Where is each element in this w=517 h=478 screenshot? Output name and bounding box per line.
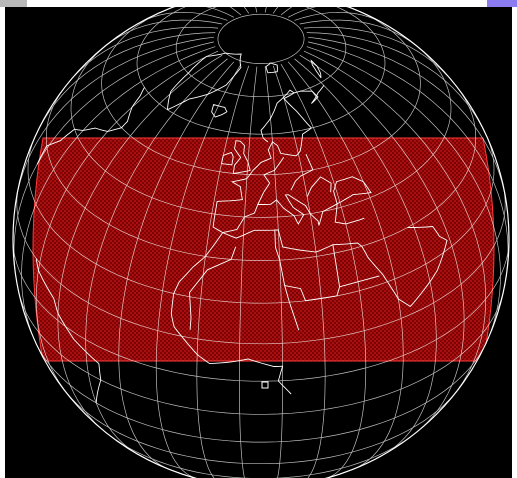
graticule-parallel [136,7,386,135]
graticule-parallel [175,7,347,98]
graticule-meridian [306,32,484,129]
graticule-meridian [155,64,242,478]
graticule-meridian [196,65,250,478]
graticule-meridian [294,11,383,24]
graticule-meridian [303,26,448,76]
border-segment [274,230,300,331]
graticule-meridian [173,7,235,18]
graticule-parallel [66,392,455,465]
globe-outline [12,7,510,478]
graticule-meridian [248,7,258,13]
border-segment [257,156,285,205]
coastline-segment [310,59,322,79]
graticule-meridian [139,11,228,24]
graticule-parallel [13,241,509,382]
graticule-meridian [57,54,223,429]
coastline-segment [232,140,251,174]
coastline-segment [212,89,313,233]
graticule-parallel [109,434,411,478]
graticule-meridian [280,7,322,16]
graticule-meridian [306,46,501,344]
graticule-meridian [272,65,326,478]
coastline-segment [221,151,234,166]
graticule-meridian [118,61,235,468]
graticule-meridian [239,66,258,478]
border-segment [290,154,314,191]
graticule-parallel [36,345,485,443]
border-segment [339,275,380,288]
coastline-segment [222,229,363,253]
graticule-lines [13,7,509,478]
map-viewport[interactable] [5,7,512,478]
graticule-meridian [264,66,283,478]
graticule-meridian [308,36,505,192]
top-bar-right-segment [487,0,517,7]
globe-map[interactable] [5,7,512,478]
graticule-meridian [17,36,214,192]
graticule-meridian [287,61,404,468]
coastlines [35,52,448,404]
graticule-meridian [299,19,417,47]
border-segment [284,244,341,302]
graticule-meridian [287,7,349,18]
graticule-meridian [35,50,219,391]
graticule-parallel [45,89,477,261]
graticule-meridian [264,7,274,13]
graticule-parallel [101,7,421,176]
graticule-meridian [303,50,487,391]
graticule-meridian [74,26,219,76]
top-bar [0,0,517,7]
graticule-meridian [299,54,465,429]
top-bar-left-segment [0,0,27,7]
graticule-meridian [272,7,298,14]
graticule-parallel [70,45,452,218]
graticule-meridian [308,41,509,270]
border-segment [306,176,332,197]
graticule-meridian [38,32,216,129]
graticule-meridian [105,19,223,47]
graticule-meridian [13,41,214,270]
graticule-meridian [200,7,242,16]
coastline-segment [222,194,365,234]
graticule-meridian [21,46,216,344]
coastline-segment [265,62,278,74]
coastline-segment [361,226,448,307]
graticule-parallel [217,13,305,64]
graticule-meridian [85,58,228,453]
coastline-segment [166,52,242,111]
highlighted-domain-region [32,137,495,362]
graticule-parallel [27,137,495,304]
small-square-marker [261,381,269,389]
graticule-meridian [294,58,437,453]
graticule-meridian [280,64,367,478]
border-segment [189,246,237,330]
coastline-segment [36,87,145,165]
coastline-segment [35,258,102,404]
coastline-segment [293,85,325,104]
coastline-segment [170,232,292,395]
graticule-meridian [224,7,250,14]
coastline-segment [333,176,372,205]
coastline-segment [211,103,228,118]
